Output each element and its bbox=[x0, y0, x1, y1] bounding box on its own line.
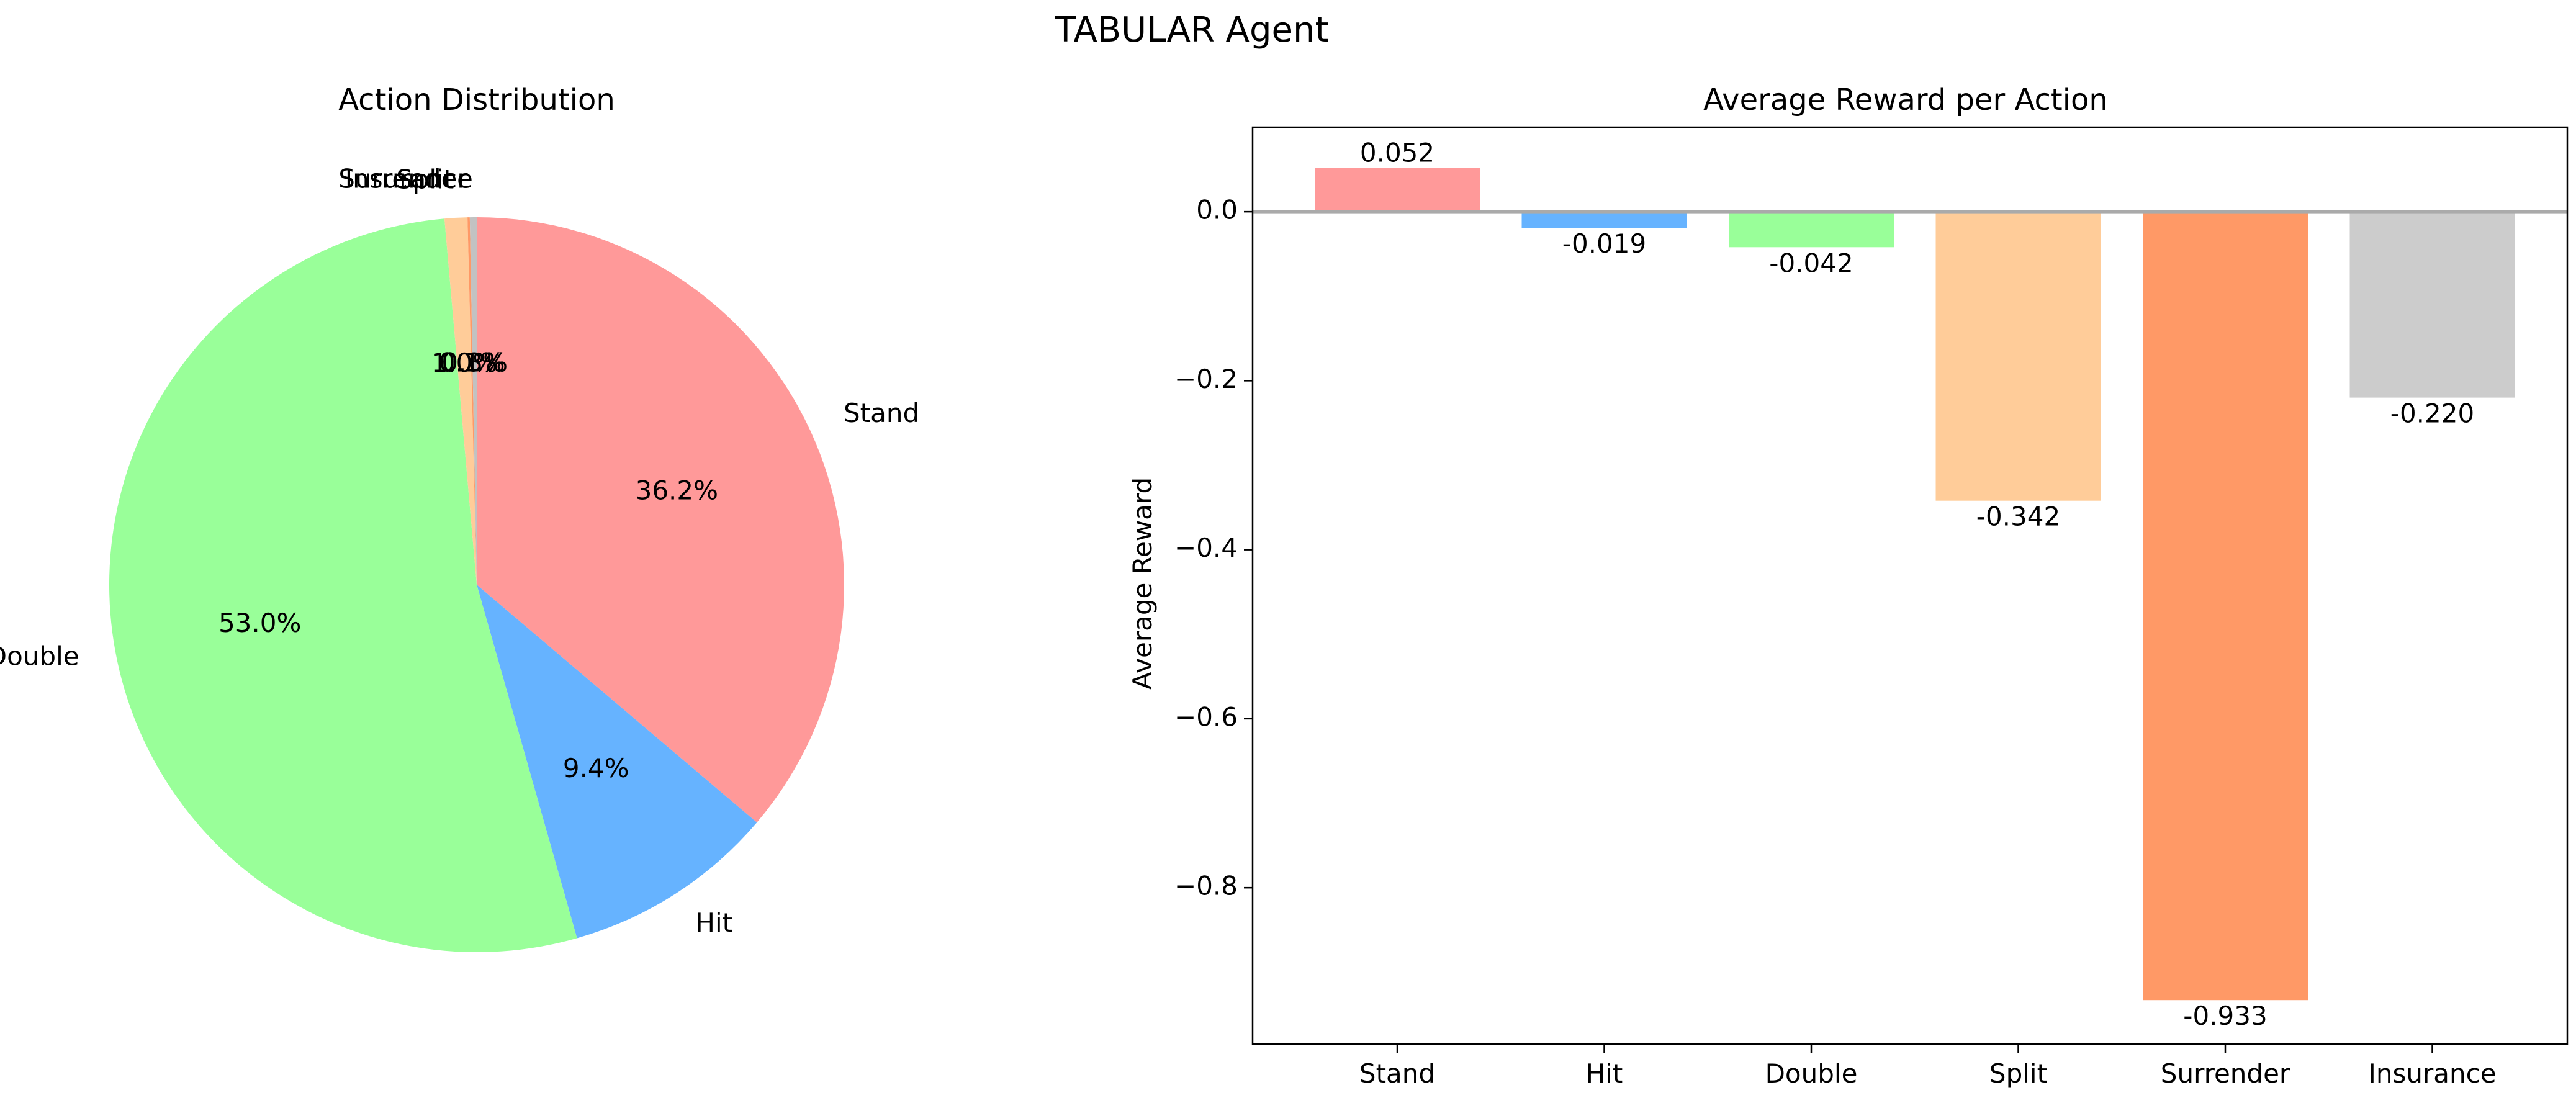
bar-value-label-hit: -0.019 bbox=[1562, 228, 1646, 259]
y-tick-label: −0.6 bbox=[1174, 701, 1238, 732]
x-tick-label-split: Split bbox=[1989, 1058, 2047, 1089]
pie-pct-split: 1.0% bbox=[431, 348, 498, 378]
y-axis-label: Average Reward bbox=[1127, 477, 1158, 690]
bar-value-label-stand: 0.052 bbox=[1360, 137, 1434, 168]
y-tick-label: −0.8 bbox=[1174, 871, 1238, 901]
bars: 0.052 -0.019 -0.042 -0.342 -0.933 -0.220 bbox=[1253, 137, 2567, 1031]
pie-slice-stand bbox=[477, 217, 844, 823]
pie-label-double: Double bbox=[0, 641, 79, 672]
pie-pct-double: 53.0% bbox=[218, 608, 301, 638]
pie-slice-hit bbox=[477, 585, 757, 939]
pie-slice-insurance bbox=[469, 217, 477, 585]
bar-value-label-split: -0.342 bbox=[1976, 502, 2060, 532]
pie-label-split: Split bbox=[396, 164, 454, 194]
bar-hit bbox=[1521, 212, 1687, 228]
pie-label-stand: Stand bbox=[844, 398, 919, 428]
bar-chart: Average Reward per Action Average Reward… bbox=[1127, 83, 2569, 1089]
y-tick-label: −0.2 bbox=[1174, 364, 1238, 394]
x-tick-label-stand: Stand bbox=[1359, 1058, 1435, 1089]
bar-value-label-surrender: -0.933 bbox=[2183, 1001, 2267, 1031]
pie-labels: Stand 36.2% Hit 9.4% Double 53.0% Split 1.0% Sur… bbox=[0, 163, 919, 938]
bar-insurance bbox=[2349, 212, 2515, 398]
pie-slices bbox=[109, 217, 844, 952]
pie-chart: Action Distribution Stand 36.2% Hit 9.4% Dou… bbox=[0, 83, 919, 952]
y-tick-label: 0.0 bbox=[1196, 195, 1238, 225]
pie-label-insurance: Insurance bbox=[345, 163, 473, 194]
x-tick-label-surrender: Surrender bbox=[2161, 1058, 2290, 1089]
bar-axes: Stand Hit Double Split Surrender Insurance 0.0… bbox=[1174, 126, 2569, 1089]
pie-slice-surrender bbox=[467, 217, 477, 585]
pie-pct-hit: 9.4% bbox=[563, 753, 629, 783]
x-tick-label-hit: Hit bbox=[1586, 1058, 1623, 1089]
bar-stand bbox=[1315, 168, 1480, 212]
y-tick-label: −0.4 bbox=[1174, 533, 1238, 563]
pie-pct-surrender: 0.1% bbox=[439, 347, 505, 377]
x-tick-label-insurance: Insurance bbox=[2368, 1058, 2496, 1089]
pie-slice-double bbox=[109, 218, 577, 952]
pie-pct-stand: 36.2% bbox=[636, 475, 718, 505]
pie-title: Action Distribution bbox=[338, 83, 615, 117]
pie-pct-insurance: 0.3% bbox=[441, 347, 508, 377]
bar-double bbox=[1729, 212, 1894, 248]
pie-label-hit: Hit bbox=[695, 907, 732, 938]
figure-suptitle: TABULAR Agent bbox=[1055, 10, 1329, 50]
x-tick-label-double: Double bbox=[1765, 1058, 1858, 1089]
pie-slice-split bbox=[444, 217, 477, 585]
bar-value-label-insurance: -0.220 bbox=[2390, 398, 2474, 429]
bar-split bbox=[1935, 212, 2101, 501]
plot-frame bbox=[1251, 126, 2569, 1045]
bar-value-label-double: -0.042 bbox=[1769, 248, 1853, 278]
pie-label-surrender: Surrender bbox=[338, 163, 468, 194]
bar-surrender bbox=[2143, 212, 2308, 1001]
bar-title: Average Reward per Action bbox=[1703, 83, 2108, 117]
